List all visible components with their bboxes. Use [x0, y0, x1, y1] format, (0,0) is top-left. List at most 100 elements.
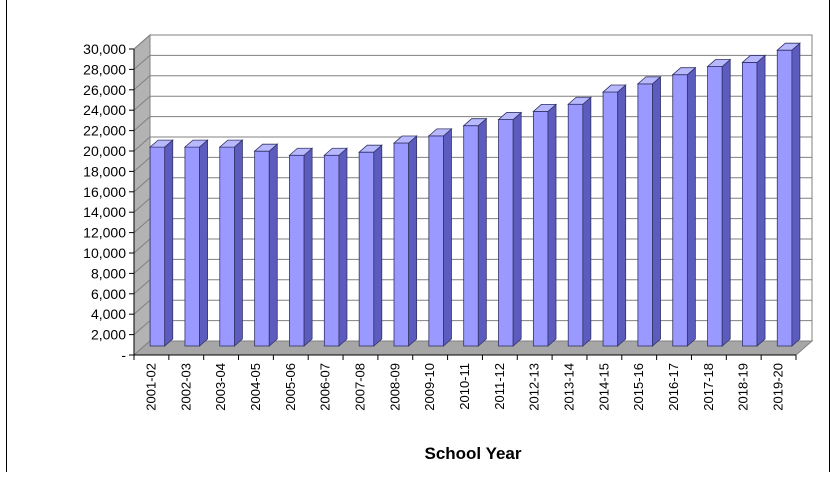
- bar: [706, 58, 732, 347]
- y-tick-label: 10,000: [83, 245, 126, 261]
- y-tick-label: 26,000: [83, 82, 126, 98]
- x-tick-label: 2008-09: [387, 363, 402, 411]
- bar: [601, 84, 627, 347]
- bar: [636, 75, 662, 347]
- y-tick-label: 14,000: [83, 204, 126, 220]
- x-tick-label: 2011-12: [492, 363, 507, 410]
- bar-front: [358, 151, 375, 347]
- gridline-side: [133, 279, 151, 295]
- y-tick-label: 22,000: [83, 123, 126, 139]
- bar: [323, 147, 349, 347]
- bar-top: [567, 96, 592, 105]
- y-tick-label: 24,000: [83, 102, 126, 118]
- bar-front: [498, 119, 514, 347]
- chart-frame: [6, 0, 830, 472]
- bar-side: [234, 139, 243, 347]
- y-tick-label: 2,000: [91, 327, 126, 343]
- x-tick-label: 2002-03: [178, 363, 193, 411]
- bar-front: [637, 83, 653, 347]
- gridline-side: [133, 157, 151, 172]
- bar-front: [254, 150, 270, 347]
- bar: [567, 96, 592, 347]
- bar: [288, 147, 314, 347]
- bar-top: [253, 143, 279, 152]
- bar-side: [373, 144, 383, 347]
- bar-top: [149, 139, 174, 148]
- x-tick-label: 2003-04: [213, 363, 228, 411]
- y-tick-label: 16,000: [83, 184, 126, 200]
- x-tick-label: 2014-15: [596, 363, 611, 411]
- bar-front: [428, 135, 444, 347]
- bar-front: [289, 154, 305, 347]
- bar-side: [582, 96, 592, 347]
- bar-top: [392, 135, 418, 144]
- bar: [218, 139, 244, 347]
- gridline-side: [133, 197, 151, 213]
- bar-side: [338, 147, 348, 347]
- bar-top: [427, 128, 453, 137]
- bar-side: [164, 139, 174, 347]
- bar: [497, 111, 523, 347]
- bar-top: [532, 104, 558, 112]
- x-tick-label: 2018-19: [736, 363, 751, 411]
- bar-top: [776, 42, 801, 51]
- bar: [358, 144, 383, 347]
- gridline-side: [133, 238, 151, 254]
- gridline-side: [133, 34, 151, 50]
- bar-top: [636, 76, 662, 85]
- bar-side: [443, 127, 452, 347]
- bar-top: [671, 67, 697, 76]
- bar-side: [512, 111, 522, 347]
- x-axis-ticks: 2001-02 2002-03 2003-04 2004-05 2005-06 2006-…: [133, 354, 797, 411]
- bar-front: [672, 74, 688, 347]
- y-tick-label: 8,000: [91, 265, 126, 281]
- bar-side: [477, 117, 487, 347]
- bar-front: [323, 154, 340, 347]
- x-tick-label: 2006-07: [318, 363, 333, 411]
- bar-top: [601, 84, 627, 93]
- bar-side: [268, 143, 278, 347]
- bar-front: [149, 146, 166, 347]
- bar-side: [303, 147, 313, 347]
- x-axis-title: School Year: [424, 444, 521, 463]
- bar-side: [617, 84, 627, 347]
- bar-front: [219, 146, 235, 347]
- bar-side: [721, 58, 731, 347]
- bar-top: [706, 59, 732, 67]
- bar-top: [183, 139, 209, 148]
- x-tick-label: 2004-05: [248, 363, 263, 411]
- x-tick-label: 2001-02: [143, 363, 158, 411]
- bar-top: [358, 144, 383, 153]
- bar-side: [791, 42, 801, 347]
- bar-top: [462, 118, 488, 127]
- x-tick-label: 2015-16: [631, 363, 646, 411]
- bar: [183, 139, 209, 347]
- y-tick-label: 30,000: [83, 41, 126, 57]
- bars: [149, 42, 801, 347]
- gridline-side: [133, 299, 151, 315]
- bar: [776, 42, 801, 347]
- bar-front: [532, 111, 549, 347]
- y-tick-label: 20,000: [83, 143, 126, 159]
- x-tick-label: 2012-13: [527, 363, 542, 411]
- y-tick-label: 18,000: [83, 163, 126, 179]
- gridline-side: [133, 75, 151, 91]
- gridline-side: [133, 136, 151, 152]
- bar: [149, 139, 174, 347]
- x-tick-label: 2017-18: [701, 363, 716, 411]
- x-tick-label: 2010-11: [457, 363, 472, 410]
- bar-side: [756, 54, 766, 347]
- bar-side: [199, 139, 208, 347]
- x-tick-label: 2009-10: [422, 363, 437, 411]
- x-tick-label: 2016-17: [666, 363, 681, 411]
- y-tick-label: 12,000: [83, 225, 126, 241]
- bar-side: [408, 135, 418, 347]
- bar-front: [602, 91, 619, 347]
- y-tick-label: -: [121, 347, 126, 363]
- x-tick-label: 2019-20: [771, 363, 786, 411]
- bar-front: [707, 66, 723, 347]
- gridline-side: [133, 116, 151, 131]
- gridline-side: [133, 218, 151, 233]
- bar: [741, 54, 767, 347]
